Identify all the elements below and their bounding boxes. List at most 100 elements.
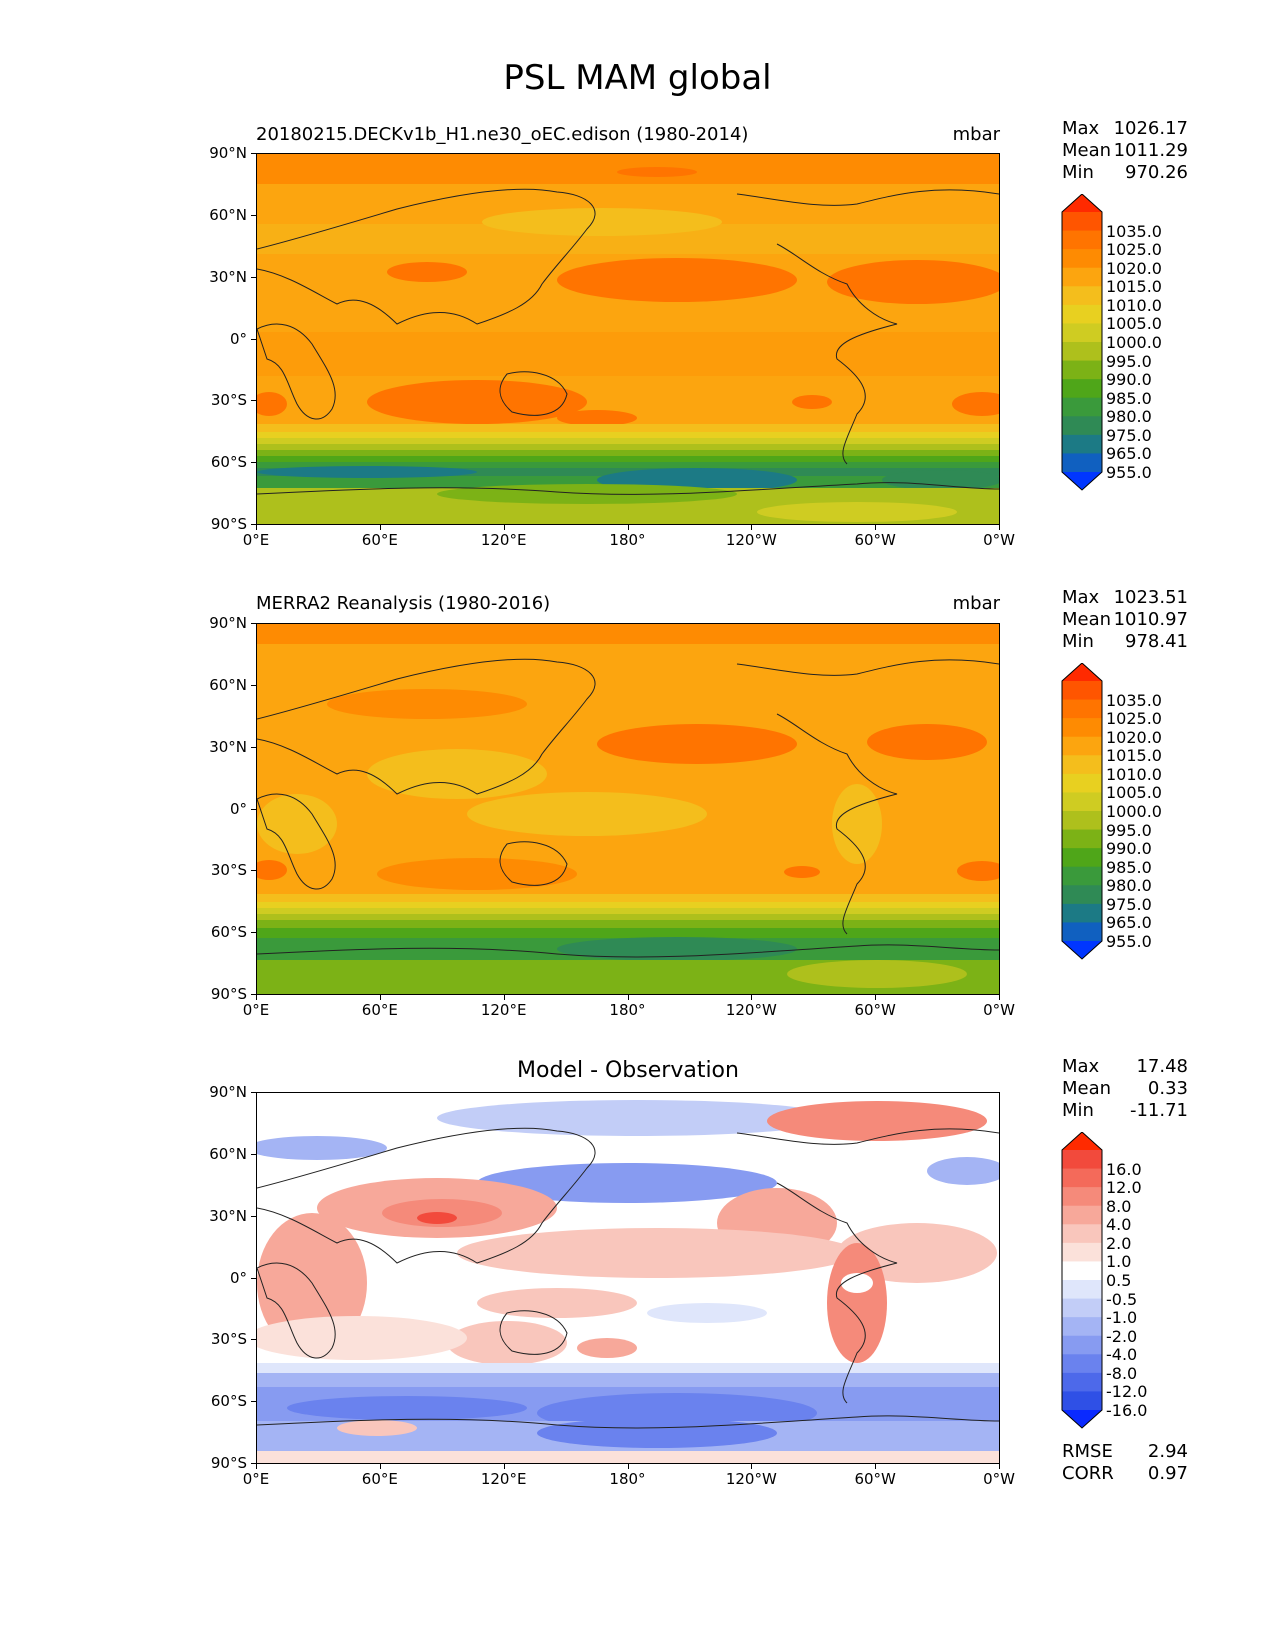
panel3-lon-tick-label: 120°E xyxy=(480,1470,527,1488)
colorbar-segment xyxy=(1062,397,1102,417)
panel3-mean-value: 0.33 xyxy=(1147,1078,1188,1099)
colorbar-segment xyxy=(1062,1372,1102,1392)
panel2-lat-tick-mark xyxy=(251,623,256,624)
panel2-lon-tick-mark xyxy=(999,995,1000,1000)
panel2-lon-tick-mark xyxy=(503,995,505,1000)
colorbar-segment xyxy=(1062,416,1102,436)
panel2-lon-tick-mark xyxy=(627,995,629,1000)
panel2-colorbar-label: 1010.0 xyxy=(1106,764,1162,784)
panel1-lon-tick-label: 180° xyxy=(609,531,646,549)
panel1-colorbar-label: 1035.0 xyxy=(1106,221,1162,241)
colorbar-segment xyxy=(1062,360,1102,380)
panel2-lon-tick-mark xyxy=(875,995,877,1000)
panel1-lon-tick-mark xyxy=(751,525,753,530)
panel3-lat-tick-mark xyxy=(251,1153,256,1155)
colorbar-segment xyxy=(1062,212,1102,232)
panel2-colorbar-label: 985.0 xyxy=(1106,857,1152,877)
panel1-lon-tick-mark xyxy=(999,525,1000,530)
panel1-colorbar-label: 1005.0 xyxy=(1106,314,1162,334)
colorbar-segment xyxy=(1062,453,1102,473)
panel1-max-value: 1026.17 xyxy=(1113,118,1188,139)
panel1-colorbar-label: 1015.0 xyxy=(1106,277,1162,297)
panel1-lat-tick-label: 60°N xyxy=(209,205,247,224)
colorbar-segment xyxy=(1062,903,1102,923)
panel1-colorbar-label: 1010.0 xyxy=(1106,295,1162,315)
panel3-lat-tick-label: 60°S xyxy=(210,1392,247,1411)
panel3-corr-value: 0.97 xyxy=(1147,1463,1188,1484)
colorbar-extend-top xyxy=(1062,1132,1102,1150)
colorbar-segment xyxy=(1062,1280,1102,1300)
panel3-min-label: Min xyxy=(1062,1100,1094,1121)
panel1-lat-tick-label: 90°S xyxy=(210,515,247,533)
panel1-lat-tick-label: 30°N xyxy=(209,267,247,286)
colorbar-extend-top xyxy=(1062,194,1102,212)
panel3-colorbar-label: 0.5 xyxy=(1106,1271,1132,1290)
panel1-colorbar-label: 955.0 xyxy=(1106,463,1152,482)
panel2-lat-tick-mark xyxy=(251,684,256,686)
panel1-colorbar-label: 980.0 xyxy=(1106,407,1152,427)
panel2-colorbar-label: 1015.0 xyxy=(1106,746,1162,766)
panel1-lon-tick-mark xyxy=(627,525,629,530)
colorbar-extend-bottom xyxy=(1062,1410,1102,1428)
panel1-lon-tick-label: 0°E xyxy=(242,531,270,549)
panel2-lon-tick-label: 0°W xyxy=(983,1001,1015,1019)
panel3-mean-label: Mean xyxy=(1062,1078,1112,1099)
panel1-lon-tick-label: 120°W xyxy=(725,531,777,549)
colorbar-extend-top xyxy=(1062,663,1102,681)
panel2-colorbar-label: 975.0 xyxy=(1106,894,1152,914)
colorbar-segment xyxy=(1062,1261,1102,1281)
panel3-colorbar-label: 4.0 xyxy=(1106,1215,1132,1235)
panel1-lat-tick-mark xyxy=(251,338,256,340)
colorbar-segment xyxy=(1062,1317,1102,1337)
panel2-colorbar-label: 1020.0 xyxy=(1106,727,1162,747)
panel1-colorbar-label: 990.0 xyxy=(1106,370,1152,390)
panel1-lat-tick-mark xyxy=(251,276,256,278)
panel1-lon-tick-mark xyxy=(503,525,505,530)
panel2-lon-tick-mark xyxy=(379,995,381,1000)
colorbar-segment xyxy=(1062,811,1102,831)
panel2-max-value: 1023.51 xyxy=(1113,587,1188,608)
panel3-lon-tick-label: 0°W xyxy=(983,1470,1015,1488)
panel3-colorbar-label: -4.0 xyxy=(1106,1345,1138,1365)
panel3-colorbar xyxy=(1061,1132,1103,1429)
panel3-lat-tick-mark xyxy=(251,1401,256,1403)
panel1-lon-tick-label: 60°W xyxy=(854,531,896,549)
colorbar-segment xyxy=(1062,1168,1102,1188)
panel2-lat-tick-label: 90°N xyxy=(209,614,247,632)
panel1-lat-tick-mark xyxy=(251,524,256,525)
colorbar-segment xyxy=(1062,1242,1102,1262)
panel2-colorbar-label: 955.0 xyxy=(1106,932,1152,951)
panel2-lat-tick-label: 60°N xyxy=(209,675,247,694)
panel2-lat-tick-label: 30°S xyxy=(210,861,247,880)
colorbar-outline xyxy=(1061,1132,1103,1429)
colorbar-segment xyxy=(1062,342,1102,362)
panel3-lon-tick-mark xyxy=(875,1464,877,1469)
panel1-map xyxy=(256,153,1000,525)
panel1-lon-tick-label: 60°E xyxy=(361,531,398,549)
colorbar-segment xyxy=(1062,230,1102,250)
panel3-lon-tick-mark xyxy=(256,1464,257,1469)
panel1-lat-tick-mark xyxy=(251,462,256,464)
colorbar-segment xyxy=(1062,866,1102,886)
panel1-lon-tick-mark xyxy=(875,525,877,530)
panel3-lat-tick-label: 0° xyxy=(229,1268,247,1287)
panel1-lat-tick-mark xyxy=(251,214,256,216)
panel3-colorbar-label: 1.0 xyxy=(1106,1252,1132,1272)
panel3-corr-label: CORR xyxy=(1062,1463,1114,1484)
panel2-lat-tick-label: 90°S xyxy=(210,985,247,1003)
panel3-lat-tick-label: 30°N xyxy=(209,1206,247,1225)
panel3-colorbar-label: -0.5 xyxy=(1106,1289,1138,1309)
panel2-lon-tick-label: 60°W xyxy=(854,1001,896,1019)
panel2-lat-tick-label: 30°N xyxy=(209,737,247,756)
panel2-colorbar-label: 990.0 xyxy=(1106,839,1152,859)
colorbar-segment xyxy=(1062,699,1102,719)
panel3-colorbar-label: 2.0 xyxy=(1106,1233,1132,1253)
colorbar-outline xyxy=(1061,663,1103,960)
panel2-lon-tick-label: 120°E xyxy=(480,1001,527,1019)
panel1-mean-label: Mean xyxy=(1062,140,1112,161)
panel1-colorbar-label: 965.0 xyxy=(1106,444,1152,464)
panel3-min-value: -11.71 xyxy=(1129,1100,1188,1121)
panel1-min-label: Min xyxy=(1062,162,1094,183)
panel3-lon-tick-label: 60°E xyxy=(361,1470,398,1488)
panel2-lat-tick-label: 60°S xyxy=(210,923,247,942)
